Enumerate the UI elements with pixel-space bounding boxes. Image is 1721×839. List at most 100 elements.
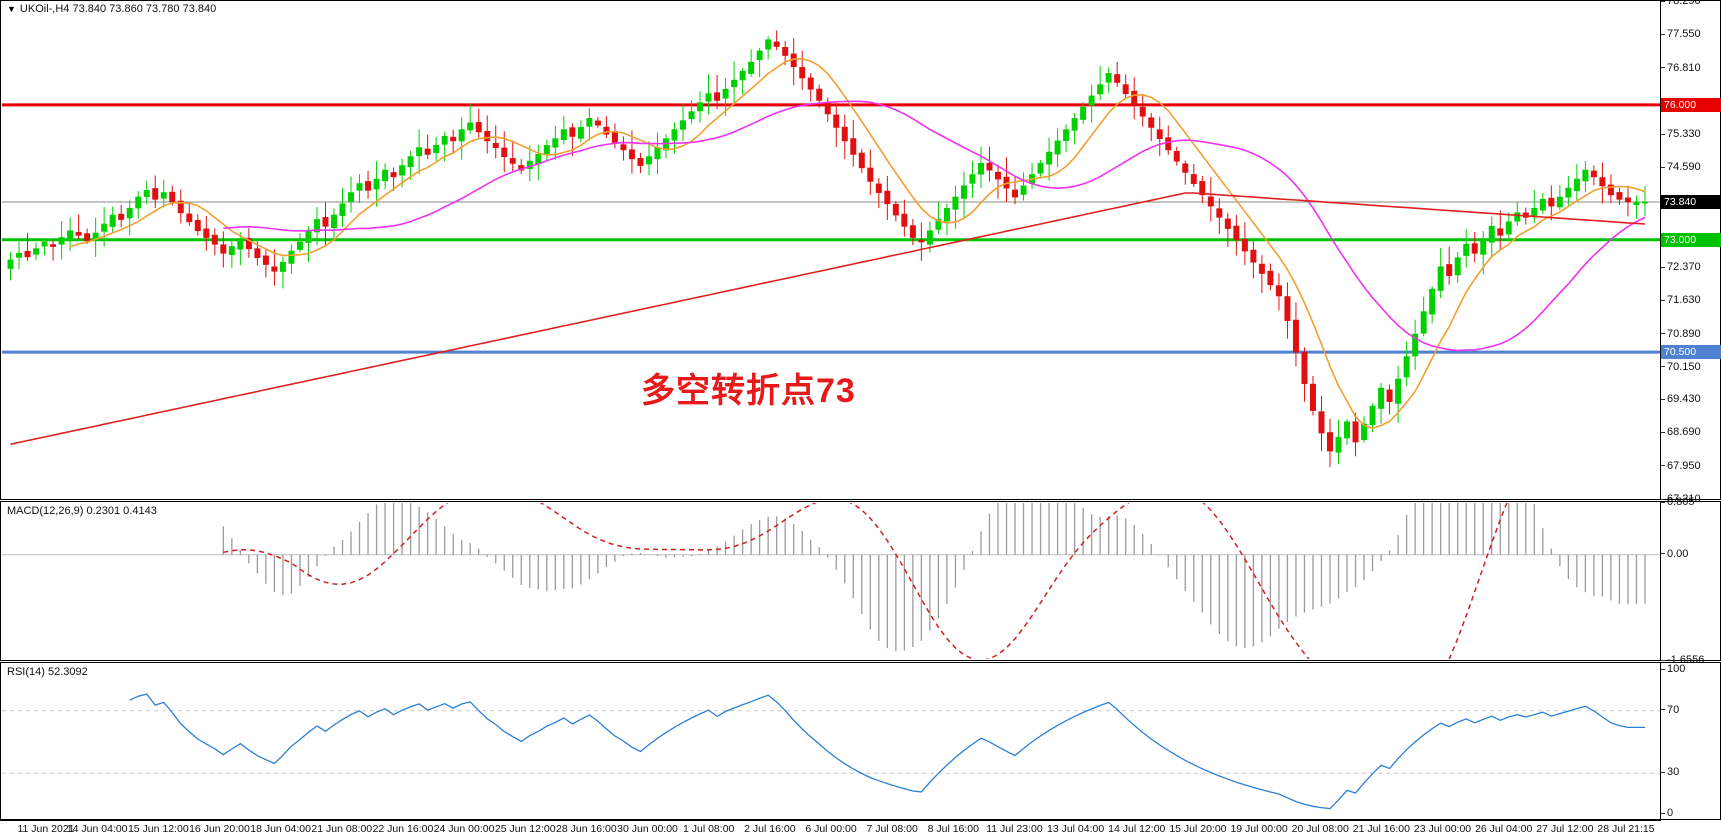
- candle-body: [50, 244, 57, 247]
- macd-panel[interactable]: 0.805 0.00 -1.6556 MACD(12,26,9) 0.2301 0.…: [0, 497, 1721, 666]
- time-label: 21 Jun 08:00: [311, 823, 373, 835]
- candle-body: [365, 181, 372, 191]
- rsi-axis[interactable]: 100 70 30 0: [1660, 663, 1720, 819]
- candle-body: [1386, 389, 1393, 402]
- rsi-tick: 30: [1661, 767, 1679, 778]
- support-70500-tag[interactable]: 70.500: [1661, 345, 1721, 360]
- candle-body: [194, 219, 201, 232]
- candle-body: [594, 120, 601, 126]
- candle-body: [152, 188, 159, 200]
- candle-body: [373, 178, 380, 190]
- candle-body: [399, 165, 406, 176]
- rsi-panel[interactable]: 100 70 30 0 RSI(14) 52.3092: [0, 662, 1721, 820]
- candle-body: [41, 241, 48, 247]
- candle-body: [680, 120, 687, 130]
- candle-body: [824, 102, 831, 115]
- time-label: 15 Jun 12:00: [127, 823, 189, 835]
- candle-body: [901, 213, 908, 227]
- candle-body: [1190, 174, 1197, 184]
- candle-body: [697, 102, 704, 112]
- candle-body: [1063, 129, 1070, 141]
- candle-body: [1463, 243, 1470, 256]
- price-tick: 74.590: [1661, 162, 1701, 173]
- price-panel[interactable]: 78.290 77.550 76.810 75.330 74.590 72.370 71.6…: [0, 0, 1721, 505]
- candle-body: [884, 190, 891, 205]
- candle-body: [867, 167, 874, 182]
- time-label: 14 Jul 12:00: [1108, 823, 1166, 835]
- candle-body: [782, 46, 789, 56]
- candle-body: [458, 129, 465, 142]
- candle-body: [441, 136, 448, 145]
- price-axis[interactable]: 78.290 77.550 76.810 75.330 74.590 72.370 71.6…: [1660, 0, 1721, 505]
- macd-label: MACD(12,26,9) 0.2301 0.4143: [7, 505, 157, 517]
- candle-body: [1131, 90, 1138, 106]
- candle-body: [1641, 201, 1648, 204]
- candle-body: [1054, 140, 1061, 155]
- macd-tick: 0.805: [1661, 497, 1695, 508]
- price-tick: 75.330: [1661, 129, 1701, 140]
- price-tick: 71.630: [1661, 295, 1701, 306]
- time-label: 1 Jul 08:00: [683, 823, 735, 835]
- candle-body: [390, 172, 397, 178]
- time-label: 2 Jul 16:00: [744, 823, 796, 835]
- candle-body: [875, 183, 882, 193]
- price-plot-area[interactable]: [2, 2, 1660, 498]
- last-price-73840-tag[interactable]: 73.840: [1661, 195, 1721, 209]
- candle-body: [1531, 207, 1538, 216]
- time-label: 14 Jun 04:00: [66, 823, 128, 835]
- candle-body: [1105, 73, 1112, 83]
- candle-body: [535, 154, 542, 165]
- candle-body: [1590, 170, 1597, 178]
- macd-plot-area[interactable]: [2, 503, 1660, 659]
- resistance-76-tag[interactable]: 76.000: [1661, 97, 1721, 112]
- axis-corner: [1661, 820, 1721, 839]
- candle-body: [382, 169, 389, 182]
- candle-body: [220, 244, 227, 254]
- candle-body: [1335, 437, 1342, 453]
- candle-body: [1599, 177, 1606, 187]
- candle-body: [109, 214, 116, 227]
- candle-body: [118, 213, 125, 220]
- candle-body: [135, 196, 142, 209]
- price-tick: 68.690: [1661, 427, 1701, 438]
- rsi-plot-area[interactable]: [2, 664, 1660, 818]
- candle-body: [603, 126, 610, 135]
- pivot-73-tag[interactable]: 73.000: [1661, 232, 1721, 247]
- price-tick: 69.430: [1661, 394, 1701, 405]
- collapse-caret-icon[interactable]: ▼: [7, 4, 16, 14]
- macd-tick: -1.6556: [1661, 655, 1704, 666]
- candle-body: [1173, 150, 1180, 162]
- time-label: 23 Jul 00:00: [1413, 823, 1472, 835]
- candle-body: [577, 127, 584, 139]
- candle-body: [1403, 356, 1410, 378]
- candle-body: [1488, 225, 1495, 243]
- candle-body: [407, 156, 414, 168]
- macd-svg: [2, 503, 1660, 659]
- candle-body: [1258, 263, 1265, 274]
- candle-body: [1182, 163, 1189, 173]
- time-label: 18 Jun 04:00: [250, 823, 311, 835]
- candle-body: [1114, 74, 1121, 83]
- candle-body: [348, 192, 355, 202]
- candle-body: [714, 92, 721, 101]
- time-label: 25 Jun 12:00: [494, 823, 556, 835]
- candle-body: [16, 252, 23, 258]
- candle-body: [1148, 117, 1155, 128]
- time-label: 7 Jul 08:00: [866, 823, 918, 835]
- candle-body: [254, 248, 261, 259]
- chart-annotation-text: 多空转折点73: [641, 372, 856, 410]
- candle-body: [450, 136, 457, 142]
- rsi-label: RSI(14) 52.3092: [7, 666, 88, 678]
- candle-body: [356, 183, 363, 191]
- candle-body: [1607, 184, 1614, 196]
- candle-body: [688, 111, 695, 120]
- candle-body: [1573, 178, 1580, 192]
- candle-body: [228, 246, 235, 256]
- time-axis[interactable]: 11 Jun 2021 14 Jun 04:00 15 Jun 12:00 16 Ju…: [0, 820, 1721, 839]
- price-tick: 70.150: [1661, 361, 1701, 372]
- candle-body: [1446, 264, 1453, 277]
- time-label: 28 Jun 16:00: [556, 823, 617, 835]
- macd-axis[interactable]: 0.805 0.00 -1.6556: [1660, 497, 1720, 666]
- candle-body: [177, 200, 184, 214]
